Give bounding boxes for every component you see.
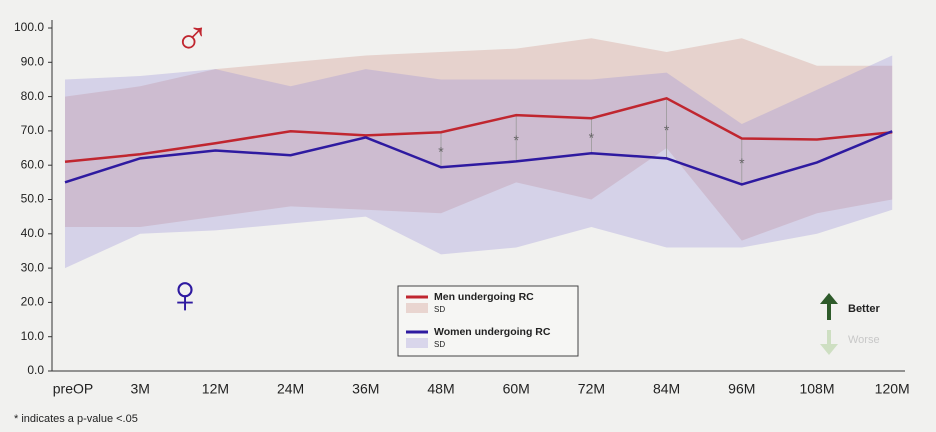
y-tick-label: 0.0 — [27, 363, 44, 377]
significance-mark: * — [664, 122, 670, 138]
x-tick-label: 84M — [653, 381, 680, 397]
worse-arrow — [820, 330, 838, 355]
series-line — [64, 130, 893, 186]
x-tick-label: 36M — [352, 381, 379, 397]
y-tick-label: 40.0 — [21, 226, 45, 240]
legend-label: Women undergoing RC — [434, 326, 551, 338]
worse-label: Worse — [848, 334, 880, 346]
x-tick-label: 96M — [728, 381, 755, 397]
x-tick-label: 108M — [799, 381, 834, 397]
x-tick-label: 72M — [578, 381, 605, 397]
legend-band-label: SD — [434, 340, 445, 349]
better-arrow — [820, 293, 838, 320]
y-tick-label: 10.0 — [21, 329, 45, 343]
series-line — [64, 96, 893, 164]
x-tick-label: 48M — [427, 381, 454, 397]
footnote: * indicates a p-value <.05 — [14, 413, 138, 425]
y-tick-label: 70.0 — [21, 123, 45, 137]
female-symbol: ♀ — [165, 264, 206, 324]
x-tick-label: 3M — [130, 381, 149, 397]
y-tick-label: 60.0 — [21, 157, 45, 171]
y-tick-label: 90.0 — [21, 54, 45, 68]
significance-mark: * — [438, 143, 444, 159]
male-symbol: ♂ — [174, 13, 210, 66]
legend-band-swatch — [406, 303, 428, 313]
x-tick-label: 120M — [875, 381, 910, 397]
significance-mark: * — [513, 132, 519, 148]
x-tick-label: 60M — [503, 381, 530, 397]
y-tick-label: 30.0 — [21, 260, 45, 274]
significance-mark: * — [589, 129, 595, 145]
x-tick-label: 24M — [277, 381, 304, 397]
y-tick-label: 20.0 — [21, 295, 45, 309]
y-tick-label: 80.0 — [21, 89, 45, 103]
sd-band — [65, 38, 893, 241]
x-tick-label: 12M — [202, 381, 229, 397]
legend-label: Men undergoing RC — [434, 291, 534, 303]
y-tick-label: 50.0 — [21, 192, 45, 206]
x-tick-label: preOP — [53, 381, 93, 397]
y-tick-label: 100.0 — [14, 20, 44, 34]
better-label: Better — [848, 303, 881, 315]
legend-band-swatch — [406, 338, 428, 348]
significance-mark: * — [739, 155, 745, 171]
legend-band-label: SD — [434, 305, 445, 314]
